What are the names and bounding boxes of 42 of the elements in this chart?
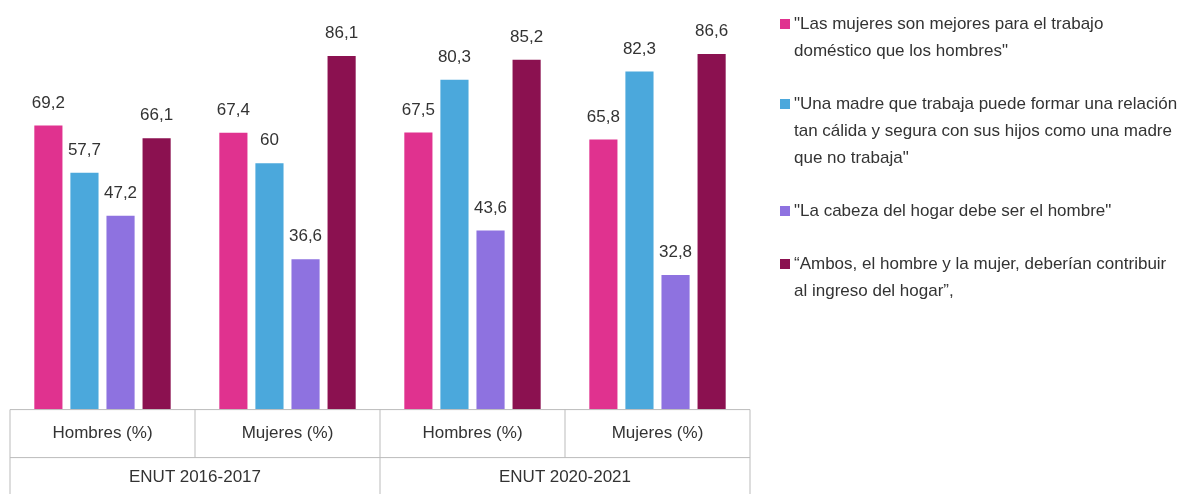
data-label: 67,5 <box>401 99 435 119</box>
bar <box>142 138 171 410</box>
bar <box>589 139 618 410</box>
data-label: 65,8 <box>586 106 620 126</box>
x-tick-label: Hombres (%) <box>52 423 153 443</box>
data-label: 32,8 <box>658 242 693 262</box>
data-label: 86,1 <box>325 23 359 43</box>
data-label: 43,6 <box>473 197 508 217</box>
bar <box>440 79 469 410</box>
data-label: 67,4 <box>216 100 250 119</box>
x-tick-label: Mujeres (%) <box>611 423 704 443</box>
bar <box>219 132 248 410</box>
bar <box>291 259 320 410</box>
x-tick-label: Mujeres (%) <box>241 423 334 443</box>
data-label: 85,2 <box>510 26 544 46</box>
legend-label: "Las mujeres son mejores para el trabajo doméstico que los hombres" <box>794 13 1105 62</box>
bar <box>512 59 541 410</box>
data-label: 82,3 <box>622 38 657 58</box>
data-label: 86,6 <box>695 21 729 41</box>
bar <box>661 274 690 410</box>
bar <box>34 125 63 410</box>
data-label: 80,3 <box>437 47 472 67</box>
bar <box>327 56 356 410</box>
bar <box>697 53 726 410</box>
data-label: 57,7 <box>67 139 102 159</box>
legend-label: “Ambos, el hombre y la mujer, deberían contribuir al ingreso del hogar”, <box>794 253 1168 302</box>
bar <box>106 215 135 410</box>
data-label: 66,1 <box>140 105 174 125</box>
legend-label: "Una madre que trabaja puede formar una relación tan cálida y segura con sus hijos como una madre que no trabaja" <box>794 93 1179 169</box>
bar <box>404 132 433 410</box>
bar <box>255 163 284 410</box>
data-label: 36,6 <box>288 226 323 246</box>
data-label: 69,2 <box>31 92 65 112</box>
bar <box>476 230 505 410</box>
text: ENUT 2016-2017 <box>129 467 261 487</box>
legend-label: "La cabeza del hogar debe ser el hombre" <box>794 200 1112 222</box>
x-tick-label: Hombres (%) <box>422 423 523 443</box>
data-label: 60 <box>260 130 279 150</box>
bar <box>70 172 99 410</box>
data-label: 47,2 <box>103 182 138 202</box>
bar <box>625 71 654 410</box>
text: ENUT 2020-2021 <box>499 467 631 487</box>
